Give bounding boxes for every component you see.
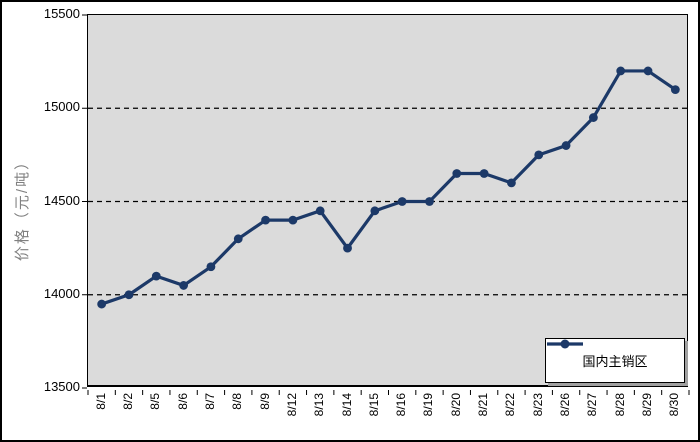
series-line — [100, 69, 677, 306]
x-tick-label: 8/9 — [257, 393, 272, 410]
y-tick-label: 15500 — [43, 6, 80, 21]
data-point-marker — [588, 113, 598, 122]
data-point-marker — [343, 243, 352, 253]
x-tick-label: 8/20 — [448, 393, 463, 417]
data-point-marker — [233, 234, 243, 244]
data-point-marker — [315, 206, 325, 216]
data-point-marker — [479, 169, 489, 178]
x-tick-label: 8/14 — [339, 393, 354, 417]
x-tick-label: 8/23 — [530, 393, 545, 417]
y-tick-label: 13500 — [43, 379, 80, 394]
x-tick-label: 8/13 — [312, 393, 327, 417]
data-point-marker — [561, 141, 571, 150]
data-point-marker — [425, 197, 434, 206]
y-tick-label: 14500 — [43, 192, 80, 208]
data-point-marker — [97, 299, 107, 309]
data-point-marker — [261, 215, 270, 225]
plot-area: 国内主销区 — [82, 14, 690, 395]
legend-series-label: 国内主销区 — [582, 354, 648, 369]
data-point-marker — [670, 85, 680, 94]
x-tick-label: 8/5 — [148, 393, 163, 410]
legend-box: 国内主销区 — [545, 338, 685, 383]
legend-line-marker-icon — [547, 339, 583, 349]
x-tick-label: 8/1 — [93, 393, 108, 410]
x-tick-label: 8/12 — [284, 393, 299, 417]
data-point-marker — [616, 66, 626, 76]
price-trend-line-chart — [82, 14, 690, 395]
data-point-marker — [534, 150, 544, 160]
x-tick-label: 8/16 — [394, 393, 409, 417]
x-tick-label: 8/21 — [476, 393, 491, 417]
y-tick-label: 15000 — [43, 99, 80, 115]
data-point-marker — [507, 178, 516, 188]
x-tick-label: 8/22 — [503, 393, 518, 417]
data-point-marker — [643, 66, 653, 76]
data-point-marker — [397, 197, 407, 206]
x-tick-label: 8/8 — [230, 393, 245, 410]
data-point-marker — [151, 271, 161, 281]
data-point-marker — [452, 169, 462, 178]
x-tick-label: 8/7 — [202, 393, 217, 410]
x-tick-label: 8/6 — [175, 393, 190, 410]
x-tick-label: 8/19 — [421, 393, 436, 417]
y-tick-label: 14000 — [43, 285, 80, 301]
data-point-marker — [206, 262, 216, 272]
data-point-marker — [288, 215, 298, 225]
x-tick-label: 8/2 — [120, 393, 135, 410]
data-point-marker — [179, 281, 189, 290]
data-point-marker — [370, 206, 380, 216]
x-tick-label: 8/15 — [366, 393, 381, 417]
data-point-marker — [124, 290, 134, 300]
